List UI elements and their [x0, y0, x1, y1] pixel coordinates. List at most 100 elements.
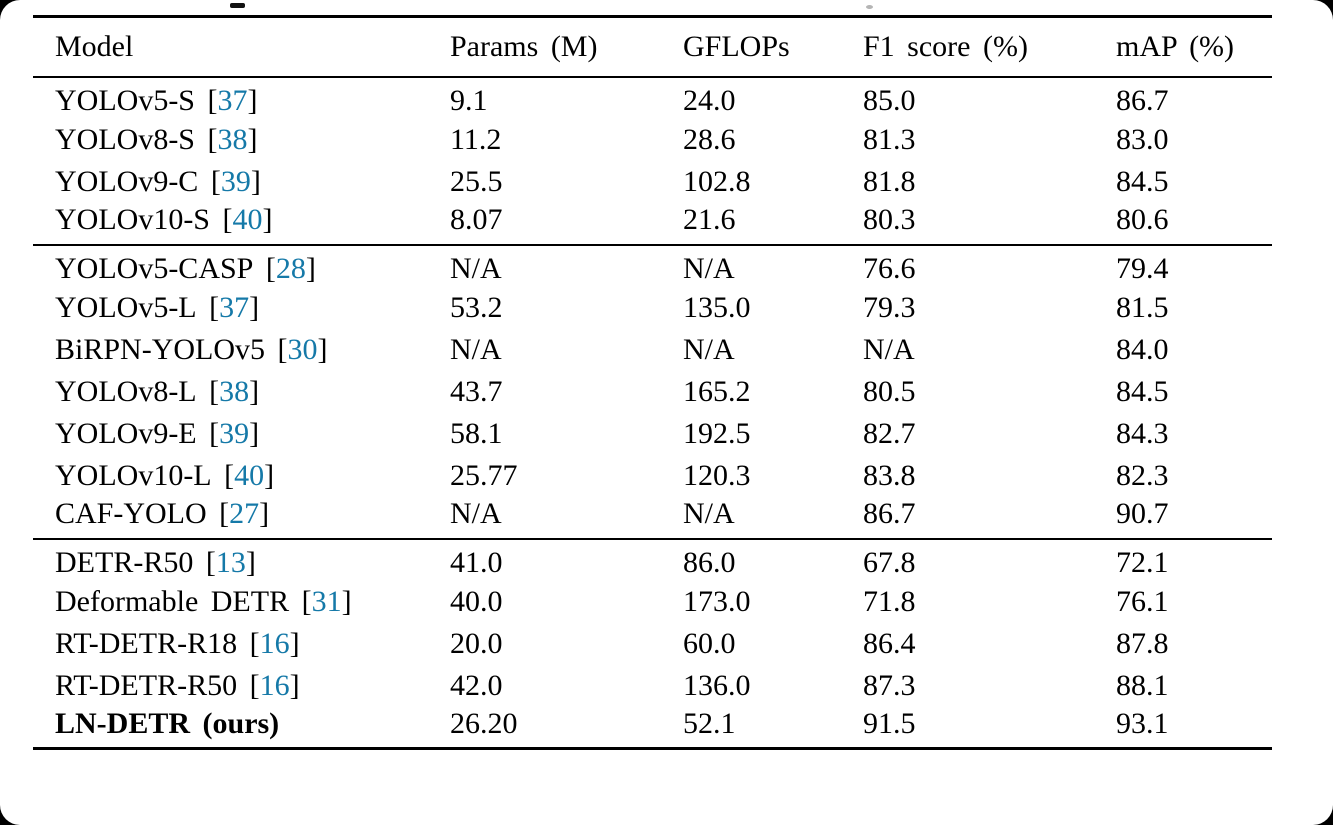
cell-model: YOLOv9-C [39]: [55, 164, 261, 198]
citation-link[interactable]: 27: [229, 497, 260, 530]
citation-link[interactable]: 40: [234, 458, 265, 492]
model-name: YOLOv5-S: [55, 84, 195, 117]
cell-params: 11.2: [450, 122, 502, 156]
cell-gflops: 24.0: [683, 84, 736, 117]
citation-link[interactable]: 38: [217, 122, 248, 156]
table-row: YOLOv9-E [39] 58.1 192.5 82.7 84.3: [33, 413, 1272, 455]
table-row: LN-DETR (ours) 26.20 52.1 91.5 93.1: [33, 707, 1272, 749]
citation-link[interactable]: 38: [219, 374, 250, 408]
cell-params: N/A: [450, 332, 502, 366]
model-name: YOLOv8-L: [55, 374, 197, 408]
table-row: RT-DETR-R50 [16] 42.0 136.0 87.3 88.1: [33, 665, 1272, 707]
cell-gflops: N/A: [683, 252, 735, 285]
cell-f1: 80.3: [863, 203, 916, 236]
cell-gflops: 165.2: [683, 374, 751, 408]
cell-model: RT-DETR-R18 [16]: [55, 626, 300, 660]
cell-f1: 71.8: [863, 584, 916, 618]
cell-gflops: 102.8: [683, 164, 751, 198]
cell-gflops: N/A: [683, 497, 735, 530]
citation-link[interactable]: 37: [219, 290, 250, 324]
cell-model: CAF-YOLO [27]: [55, 497, 270, 530]
cell-f1: N/A: [863, 332, 915, 366]
citation-link[interactable]: 16: [259, 668, 290, 702]
table-group-2: YOLOv5-CASP [28] N/A N/A 76.6 79.4 YOLOv5-L […: [33, 244, 1272, 539]
table-row: YOLOv9-C [39] 25.5 102.8 81.8 84.5: [33, 161, 1272, 203]
table-group-1: YOLOv5-S [37] 9.1 24.0 85.0 86.7 YOLOv8-S [38…: [33, 77, 1272, 245]
cell-map: 88.1: [1116, 668, 1169, 702]
model-name: BiRPN-YOLOv5: [55, 332, 266, 366]
model-name: YOLOv8-S: [55, 122, 195, 156]
cell-map: 82.3: [1116, 458, 1169, 492]
table-row: YOLOv10-L [40] 25.77 120.3 83.8 82.3: [33, 455, 1272, 497]
cell-map: 79.4: [1116, 252, 1169, 285]
column-header-model: Model: [55, 29, 134, 63]
cell-model: YOLOv10-L [40]: [55, 458, 275, 492]
cell-params: 26.20: [450, 706, 518, 740]
model-name: YOLOv9-C: [55, 164, 199, 198]
citation-link[interactable]: 16: [259, 626, 290, 660]
cell-params: 58.1: [450, 416, 503, 450]
table-row: YOLOv8-S [38] 11.2 28.6 81.3 83.0: [33, 119, 1272, 161]
cell-params: 41.0: [450, 546, 503, 579]
cell-model: RT-DETR-R50 [16]: [55, 668, 300, 702]
cell-gflops: 173.0: [683, 584, 751, 618]
cell-params: 9.1: [450, 84, 488, 117]
column-header-params: Params (M): [450, 29, 598, 63]
cell-gflops: 52.1: [683, 706, 736, 740]
cell-map: 86.7: [1116, 84, 1169, 117]
citation-link[interactable]: 39: [220, 164, 251, 198]
citation-link[interactable]: 30: [287, 332, 318, 366]
cell-params: 42.0: [450, 668, 503, 702]
cell-f1: 67.8: [863, 546, 916, 579]
cell-model: Deformable DETR [31]: [55, 584, 352, 618]
cell-params: 8.07: [450, 203, 503, 236]
cell-model: YOLOv8-L [38]: [55, 374, 260, 408]
cell-f1: 85.0: [863, 84, 916, 117]
model-name: DETR-R50: [55, 546, 194, 579]
cell-gflops: 135.0: [683, 290, 751, 324]
table-header: Model Params (M) GFLOPs F1 score (%) mAP…: [33, 16, 1272, 77]
cell-map: 84.0: [1116, 332, 1169, 366]
cell-f1: 79.3: [863, 290, 916, 324]
column-header-f1: F1 score (%): [863, 29, 1028, 63]
model-name: YOLOv9-E: [55, 416, 197, 450]
cell-model: YOLOv5-S [37]: [55, 84, 258, 117]
citation-link[interactable]: 40: [232, 203, 263, 236]
cell-map: 84.5: [1116, 374, 1169, 408]
cell-f1: 83.8: [863, 458, 916, 492]
cell-params: 25.77: [450, 458, 518, 492]
citation-link[interactable]: 37: [217, 84, 248, 117]
table-row: YOLOv5-L [37] 53.2 135.0 79.3 81.5: [33, 287, 1272, 329]
citation-link[interactable]: 13: [215, 546, 246, 579]
cell-model: DETR-R50 [13]: [55, 546, 256, 579]
model-name: YOLOv5-L: [55, 290, 197, 324]
cell-f1: 86.7: [863, 497, 916, 530]
citation-link[interactable]: 39: [219, 416, 250, 450]
cell-map: 83.0: [1116, 122, 1169, 156]
table-row: CAF-YOLO [27] N/A N/A 86.7 90.7: [33, 497, 1272, 539]
table-row: Deformable DETR [31] 40.0 173.0 71.8 76.1: [33, 581, 1272, 623]
cell-f1: 81.8: [863, 164, 916, 198]
citation-link[interactable]: 31: [311, 584, 342, 618]
table-row: BiRPN-YOLOv5 [30] N/A N/A N/A 84.0: [33, 329, 1272, 371]
cell-params: 53.2: [450, 290, 503, 324]
citation-link[interactable]: 28: [275, 252, 306, 285]
cell-map: 76.1: [1116, 584, 1169, 618]
cell-params: N/A: [450, 497, 502, 530]
cell-params: 43.7: [450, 374, 503, 408]
cell-map: 80.6: [1116, 203, 1169, 236]
table-group-3: DETR-R50 [13] 41.0 86.0 67.8 72.1 Deformable …: [33, 538, 1272, 749]
cell-map: 87.8: [1116, 626, 1169, 660]
results-table-container: Model Params (M) GFLOPs F1 score (%) mAP…: [33, 15, 1272, 750]
cell-gflops: 60.0: [683, 626, 736, 660]
table-row: YOLOv10-S [40] 8.07 21.6 80.3 80.6: [33, 203, 1272, 245]
cell-params: 40.0: [450, 584, 503, 618]
cropped-caption-artifact: [866, 5, 873, 9]
model-name: Deformable DETR: [55, 584, 290, 618]
column-header-map: mAP (%): [1116, 29, 1235, 63]
model-name: RT-DETR-R18: [55, 626, 238, 660]
model-name: CAF-YOLO: [55, 497, 207, 530]
model-name: RT-DETR-R50: [55, 668, 238, 702]
cell-gflops: 28.6: [683, 122, 736, 156]
